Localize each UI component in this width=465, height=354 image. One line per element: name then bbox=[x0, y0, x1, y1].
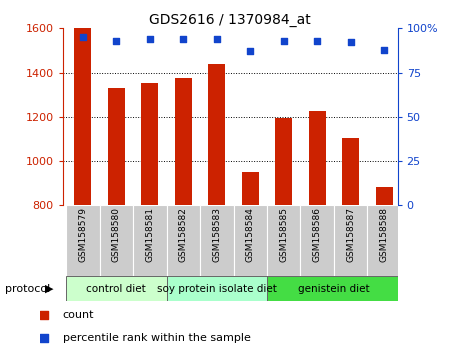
Text: genistein diet: genistein diet bbox=[298, 284, 370, 293]
Bar bbox=[108, 88, 125, 205]
Text: GSM158588: GSM158588 bbox=[380, 207, 389, 262]
Bar bbox=[367, 205, 401, 276]
Text: GSM158584: GSM158584 bbox=[246, 207, 255, 262]
Bar bbox=[133, 205, 166, 276]
Point bbox=[79, 34, 86, 40]
Bar bbox=[141, 82, 158, 205]
Bar bbox=[267, 205, 300, 276]
Bar bbox=[175, 78, 192, 205]
Text: ▶: ▶ bbox=[45, 284, 53, 293]
Point bbox=[280, 38, 287, 44]
Text: soy protein isolate diet: soy protein isolate diet bbox=[157, 284, 277, 293]
Text: GSM158587: GSM158587 bbox=[346, 207, 355, 262]
Bar bbox=[100, 205, 133, 276]
Bar bbox=[66, 276, 166, 301]
Point bbox=[283, 33, 291, 39]
Text: percentile rank within the sample: percentile rank within the sample bbox=[62, 333, 251, 343]
Title: GDS2616 / 1370984_at: GDS2616 / 1370984_at bbox=[149, 13, 311, 27]
Point bbox=[380, 47, 388, 52]
Bar bbox=[242, 172, 259, 205]
Text: count: count bbox=[62, 310, 94, 320]
Bar bbox=[66, 205, 100, 276]
Bar bbox=[267, 276, 401, 301]
Bar bbox=[200, 205, 233, 276]
Text: GSM158579: GSM158579 bbox=[79, 207, 87, 262]
Point bbox=[347, 40, 354, 45]
Point bbox=[113, 38, 120, 44]
Point bbox=[146, 36, 153, 42]
Bar bbox=[166, 205, 200, 276]
Bar bbox=[376, 187, 392, 205]
Point bbox=[313, 38, 321, 44]
Text: GSM158580: GSM158580 bbox=[112, 207, 121, 262]
Text: GSM158586: GSM158586 bbox=[313, 207, 322, 262]
Bar bbox=[166, 276, 267, 301]
Point bbox=[246, 48, 254, 54]
Bar bbox=[309, 111, 325, 205]
Text: GSM158583: GSM158583 bbox=[213, 207, 221, 262]
Point bbox=[283, 246, 291, 251]
Text: GSM158585: GSM158585 bbox=[279, 207, 288, 262]
Text: protocol: protocol bbox=[5, 284, 50, 293]
Point bbox=[213, 36, 220, 42]
Bar bbox=[300, 205, 334, 276]
Text: GSM158581: GSM158581 bbox=[146, 207, 154, 262]
Text: GSM158582: GSM158582 bbox=[179, 207, 188, 262]
Point bbox=[179, 36, 187, 42]
Bar bbox=[342, 138, 359, 205]
Bar bbox=[334, 205, 367, 276]
Bar bbox=[275, 118, 292, 205]
Bar bbox=[233, 205, 267, 276]
Bar bbox=[74, 28, 91, 205]
Text: control diet: control diet bbox=[86, 284, 146, 293]
Bar bbox=[208, 64, 225, 205]
